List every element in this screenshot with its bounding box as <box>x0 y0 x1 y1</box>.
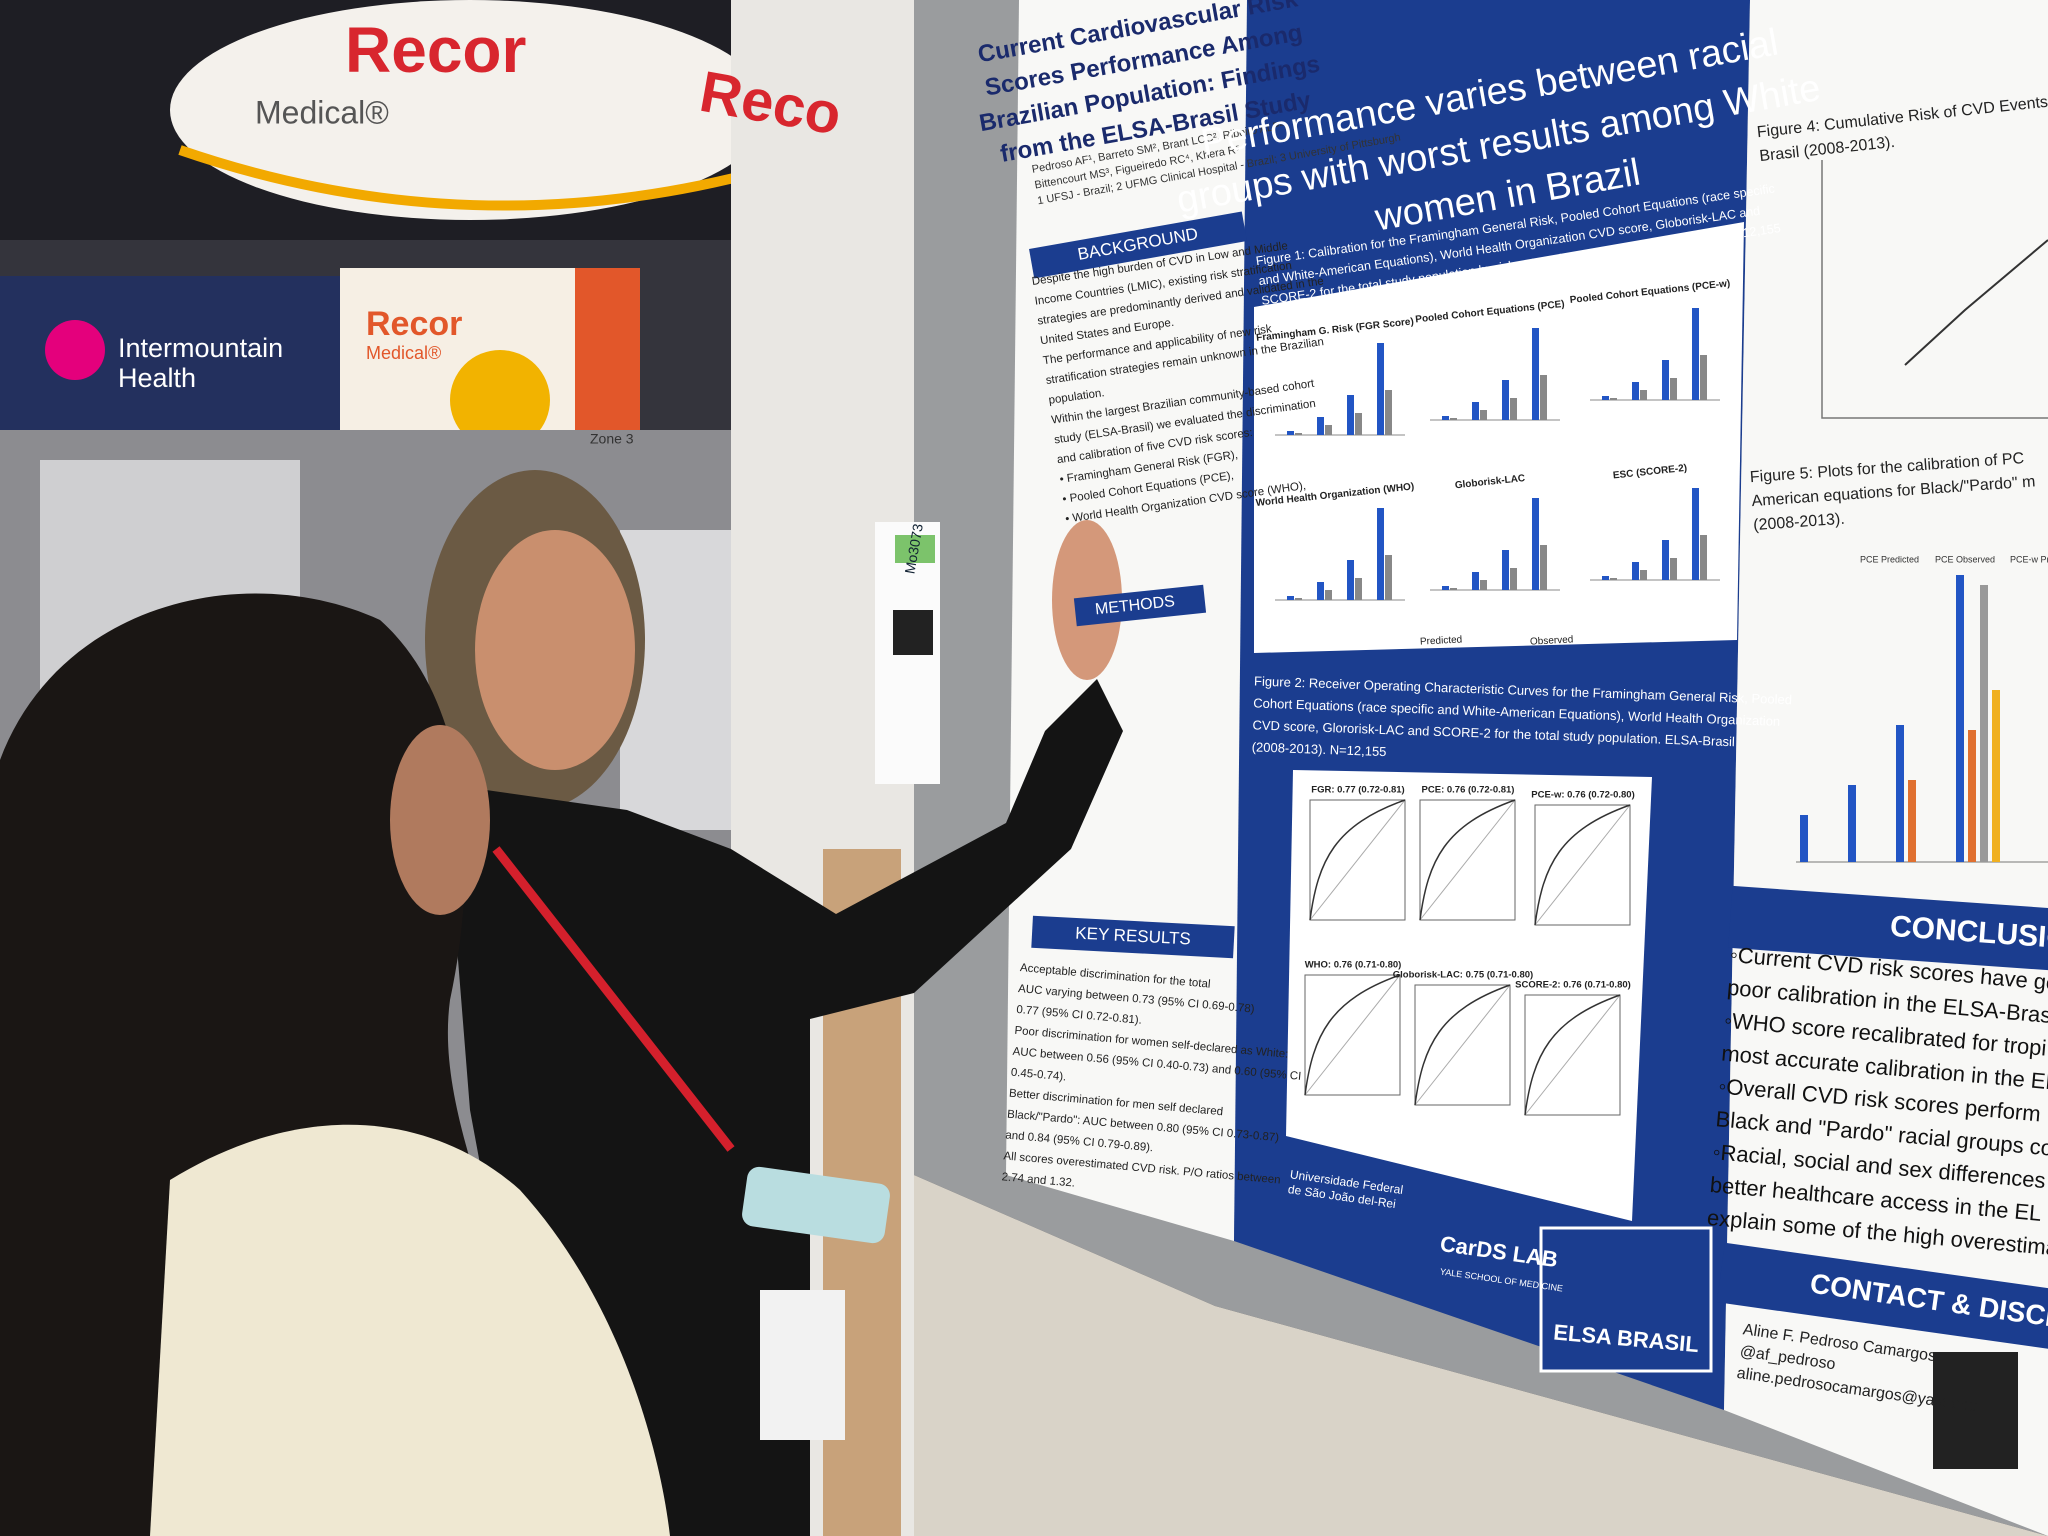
text-group: SCORE-2: 0.76 (0.71-0.80) <box>1515 980 1631 991</box>
panel-title: SCORE-2: 0.76 (0.71-0.80) <box>1515 980 1631 991</box>
roc-plot <box>1304 974 1401 1096</box>
figure5-bar <box>1992 690 2000 862</box>
figure-caption: (2008-2013). N=12,155 <box>1251 739 1386 759</box>
sign-text: Zone 3 <box>590 431 634 447</box>
text-group: Globorisk-LAC: 0.75 (0.71-0.80) <box>1393 970 1533 981</box>
text-group: KEY RESULTS <box>1031 915 1235 959</box>
figure5-bar <box>1896 725 1904 862</box>
figure5-bar <box>1956 575 1964 862</box>
phone <box>742 1166 890 1244</box>
figure5-bar <box>1848 785 1856 862</box>
sign-text: Intermountain <box>118 333 283 363</box>
sign-text: Recor <box>345 14 526 86</box>
figure5-bar <box>1908 780 1916 862</box>
legend-label: PCE Observed <box>1935 554 1995 564</box>
sign-text: Health <box>118 363 196 393</box>
badge <box>760 1290 845 1440</box>
intermountain-logo <box>45 320 105 380</box>
section-bar <box>1029 211 1247 279</box>
section-bar <box>1073 584 1207 627</box>
text-group: Observed <box>1530 634 1574 647</box>
text-group: FGR: 0.77 (0.72-0.81) <box>1311 785 1404 796</box>
figure4-line <box>1904 239 2048 366</box>
legend-label: PCE-w Pre <box>2010 554 2048 564</box>
text-group: CONCLUSIO <box>1728 885 2048 971</box>
roc-plot <box>1309 799 1406 921</box>
text-group: METHODS <box>1073 584 1207 627</box>
panel-title: PCE-w: 0.76 (0.72-0.80) <box>1531 790 1635 801</box>
text-group: WHO: 0.76 (0.71-0.80) <box>1305 960 1402 971</box>
sign-text: Medical® <box>255 94 389 130</box>
figure5-bar <box>1980 585 1988 862</box>
text-group: Recor <box>366 305 462 343</box>
text-group: Recor <box>345 14 526 86</box>
panel-title: WHO: 0.76 (0.71-0.80) <box>1305 960 1402 971</box>
sign-text: Medical® <box>366 343 441 363</box>
figure1-box <box>1254 222 1744 653</box>
figure4-axes <box>1821 160 2048 419</box>
qr-code <box>893 610 933 655</box>
cream-sweater <box>150 1124 670 1536</box>
qr-code <box>1933 1352 2018 1469</box>
sign-text: Recor <box>366 305 462 343</box>
section-bar <box>1728 885 2048 971</box>
text-group: Zone 3 <box>590 431 634 447</box>
legend-label: Observed <box>1530 634 1574 647</box>
booth-logo <box>450 350 550 450</box>
legend-label: Predicted <box>1420 634 1463 647</box>
text-group: PCE-w: 0.76 (0.72-0.80) <box>1531 790 1635 801</box>
text-group: PCE Predicted <box>1860 554 1919 564</box>
lanyard <box>492 846 735 1152</box>
roc-plot <box>1524 994 1621 1116</box>
face <box>390 725 490 915</box>
sign-stripe <box>178 145 767 211</box>
panel-title: Globorisk-LAC: 0.75 (0.71-0.80) <box>1393 970 1533 981</box>
roc-plot <box>1534 804 1631 926</box>
recor-ring-sign <box>170 0 770 220</box>
figure5-bar <box>1800 815 1808 862</box>
face <box>475 530 635 770</box>
text-group: Medical® <box>255 94 389 130</box>
roc-plot <box>1419 799 1516 921</box>
legend-label: PCE Predicted <box>1860 554 1919 564</box>
figure-caption: (2008-2013). <box>1753 511 1846 534</box>
panel-title: FGR: 0.77 (0.72-0.81) <box>1311 785 1404 796</box>
text-group: PCE Observed <box>1935 554 1995 564</box>
section-bar <box>1716 1242 2048 1350</box>
text-group: PCE-w Pre <box>2010 554 2048 564</box>
poster-right-column <box>1724 0 2048 1536</box>
text-group: Predicted <box>1420 634 1463 647</box>
elsa-logo <box>1539 1226 1713 1373</box>
body-text: 0.45-0.74). <box>1010 1067 1066 1084</box>
board-tag <box>895 535 935 563</box>
floor <box>914 1175 2048 1536</box>
text-group: PCE: 0.76 (0.72-0.81) <box>1422 785 1515 796</box>
text-group: Medical® <box>366 343 441 363</box>
figure5-bar <box>1968 730 1976 862</box>
black-sweater <box>444 679 1123 1536</box>
roc-plot <box>1414 984 1511 1106</box>
section-bar <box>1031 915 1235 959</box>
panel-title: PCE: 0.76 (0.72-0.81) <box>1422 785 1515 796</box>
